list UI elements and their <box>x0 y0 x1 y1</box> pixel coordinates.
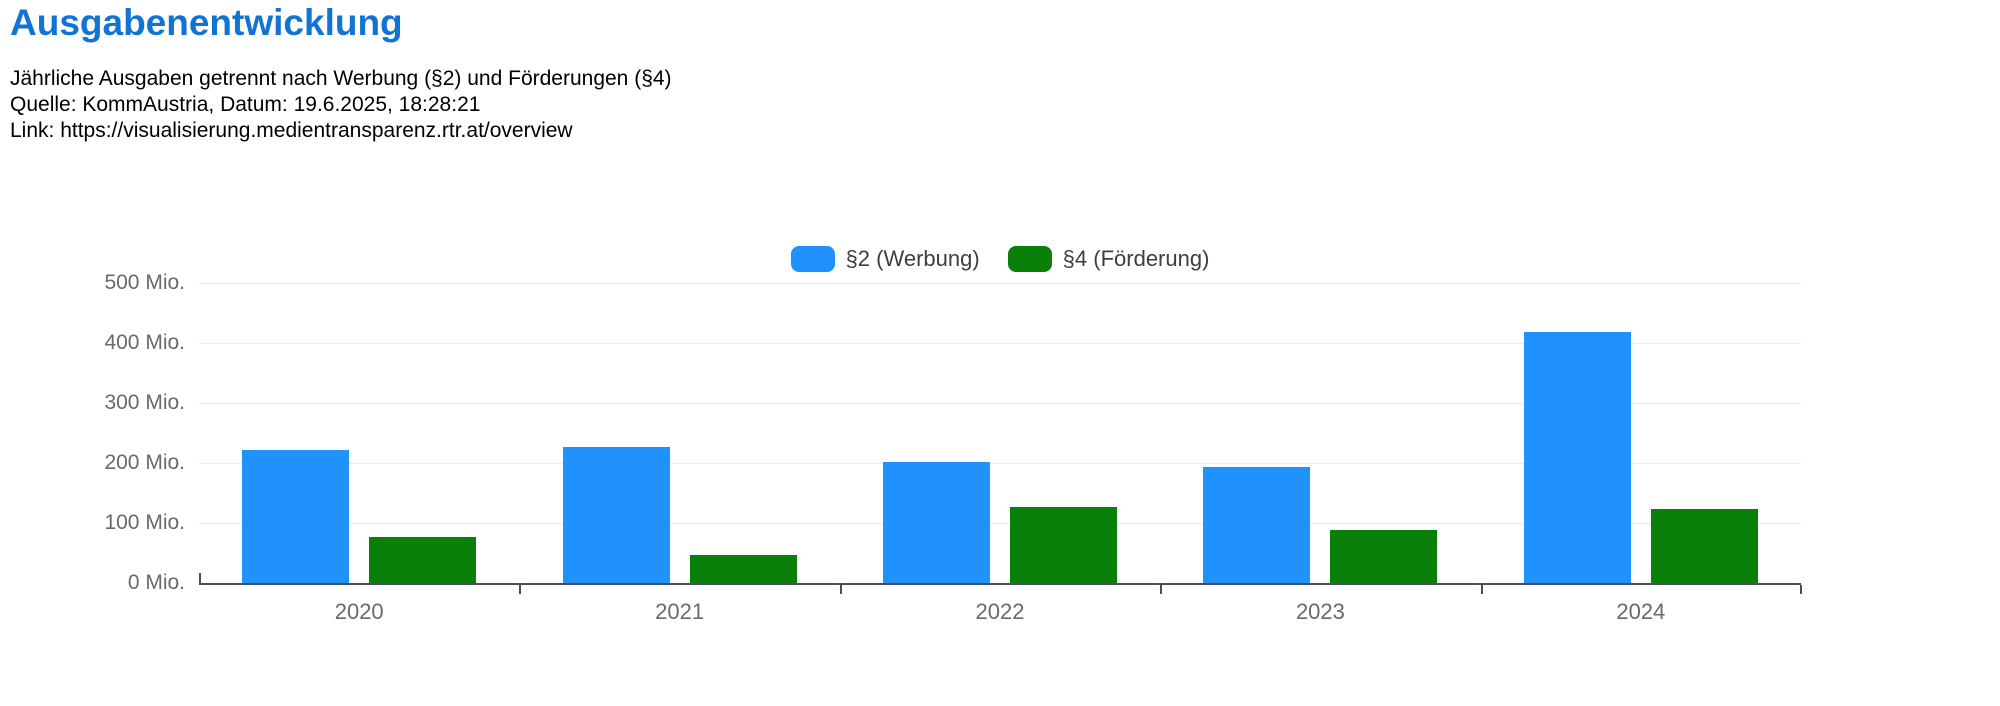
plot-area: 2020 2021 2022 2023 2024 <box>199 283 1802 624</box>
x-axis-tick <box>839 585 842 594</box>
legend-item-s2: §2 (Werbung) <box>790 246 980 272</box>
bar-group-2024: 2024 <box>1481 283 1801 624</box>
bar-s2-2023 <box>1203 467 1311 583</box>
gridline-100 <box>199 523 1801 524</box>
x-tick-label: 2024 <box>1616 599 1666 624</box>
x-tick-label: 2020 <box>334 599 384 624</box>
x-tick-label: 2021 <box>655 599 705 624</box>
bar-s2-2022 <box>883 462 991 583</box>
x-tick-label: 2022 <box>975 599 1025 624</box>
bar-group-2023: 2023 <box>1160 283 1480 624</box>
legend-item-s4: §4 (Förderung) <box>1007 246 1210 272</box>
bar-s4-2023 <box>1330 530 1438 583</box>
subtitle-description: Jährliche Ausgaben getrennt nach Werbung… <box>10 67 672 90</box>
y-tick-label: 200 Mio. <box>104 451 185 474</box>
y-tick-label: 500 Mio. <box>104 271 185 294</box>
x-axis-tick <box>1480 585 1483 594</box>
x-axis-left-cap <box>199 573 201 585</box>
chart-legend: §2 (Werbung) §4 (Förderung) <box>199 245 1801 273</box>
y-tick-label: 0 Mio. <box>127 571 185 594</box>
y-tick-label: 100 Mio. <box>104 511 185 534</box>
bar-s4-2020 <box>369 537 477 583</box>
y-tick-label: 300 Mio. <box>104 391 185 414</box>
bar-s4-2021 <box>689 555 797 583</box>
bar-s2-2020 <box>242 450 350 583</box>
x-tick-label: 2023 <box>1295 599 1345 624</box>
gridline-500 <box>199 283 1801 284</box>
bar-s2-2024 <box>1523 332 1631 583</box>
bar-group-2020: 2020 <box>199 283 519 624</box>
page-title: Ausgabenentwicklung <box>10 2 403 43</box>
bar-group-2021: 2021 <box>519 283 839 624</box>
bar-s4-2022 <box>1010 507 1118 583</box>
chart-subtitle: Jährliche Ausgaben getrennt nach Werbung… <box>10 66 672 144</box>
legend-label-s2: §2 (Werbung) <box>845 246 980 271</box>
y-axis-labels: 500 Mio. 400 Mio. 300 Mio. 200 Mio. 100 Mio.… <box>0 271 185 594</box>
x-axis-right-cap <box>1800 585 1802 594</box>
gridline-300 <box>199 403 1801 404</box>
gridline-200 <box>199 463 1801 464</box>
y-tick-label: 400 Mio. <box>104 331 185 354</box>
subtitle-source: Quelle: KommAustria, Datum: 19.6.2025, 1… <box>10 93 481 116</box>
bar-s2-2021 <box>562 447 670 583</box>
legend-swatch-s2-icon <box>790 246 835 272</box>
bar-s4-2024 <box>1650 509 1758 583</box>
gridline-400 <box>199 343 1801 344</box>
x-axis-tick <box>519 585 522 594</box>
subtitle-link: Link: https://visualisierung.medientrans… <box>10 119 573 142</box>
x-axis-tick <box>1160 585 1163 594</box>
bar-group-2022: 2022 <box>840 283 1160 624</box>
legend-swatch-s4-icon <box>1007 246 1052 272</box>
legend-label-s4: §4 (Förderung) <box>1062 246 1210 271</box>
bar-groups: 2020 2021 2022 2023 2024 <box>199 283 1801 624</box>
